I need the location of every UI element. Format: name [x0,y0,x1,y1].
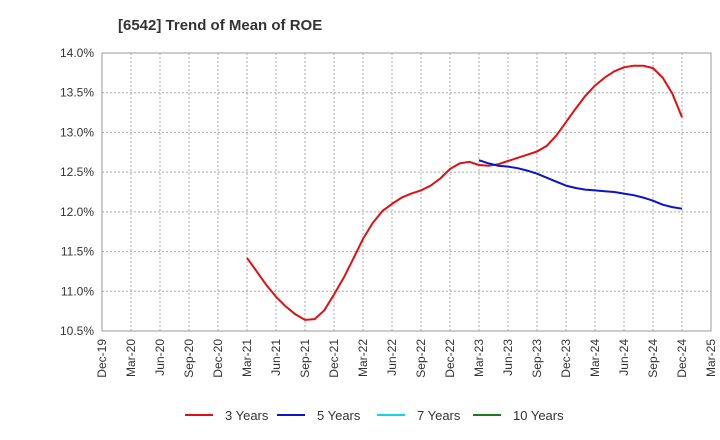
x-tick-label: Dec-20 [211,339,225,378]
series-lines [246,64,683,321]
x-tick-label: Mar-25 [704,339,718,377]
x-tick-label: Sep-23 [530,339,544,378]
legend-label: 7 Years [417,408,461,423]
legend-label: 10 Years [513,408,564,423]
x-tick-label: Dec-21 [327,339,341,378]
y-axis: 10.5% 11.0% 11.5% 12.0% 12.5% 13.0% 13.5% 14.0% [60,46,94,338]
series-line [246,64,683,321]
plot-area [101,52,712,332]
y-tick-label: 10.5% [60,324,94,338]
y-tick-label: 13.0% [60,125,94,139]
x-tick-label: Dec-19 [95,339,109,378]
legend-label: 5 Years [317,408,361,423]
x-tick-label: Sep-24 [646,339,660,378]
x-tick-label: Dec-24 [675,339,689,378]
x-tick-label: Sep-22 [414,339,428,378]
x-tick-label: Mar-24 [588,339,602,377]
x-axis: Dec-19 Mar-20 Jun-20 Sep-20 Dec-20 Mar-21 Jun-… [95,339,718,378]
x-tick-label: Mar-22 [356,339,370,377]
y-tick-label: 11.5% [61,245,94,259]
x-tick-label: Jun-23 [501,339,515,376]
chart-title: [6542] Trend of Mean of ROE [118,17,322,34]
y-tick-label: 14.0% [60,46,94,60]
x-tick-label: Mar-23 [472,339,486,377]
y-tick-label: 12.0% [60,205,94,219]
series-line [478,159,683,210]
x-tick-label: Jun-20 [153,339,167,376]
y-tick-label: 12.5% [60,165,94,179]
legend-label: 3 Years [225,408,269,423]
y-tick-label: 13.5% [60,86,94,100]
x-tick-label: Jun-22 [385,339,399,376]
x-tick-label: Mar-21 [240,339,254,377]
x-tick-label: Sep-21 [298,339,312,378]
x-tick-label: Dec-23 [559,339,573,378]
x-tick-label: Jun-21 [269,339,283,376]
x-tick-label: Dec-22 [443,339,457,378]
x-tick-label: Mar-20 [124,339,138,377]
legend: 3 Years 5 Years 7 Years 10 Years [185,408,564,423]
x-tick-label: Sep-20 [182,339,196,378]
x-tick-label: Jun-24 [617,339,631,376]
y-tick-label: 11.0% [61,284,94,298]
